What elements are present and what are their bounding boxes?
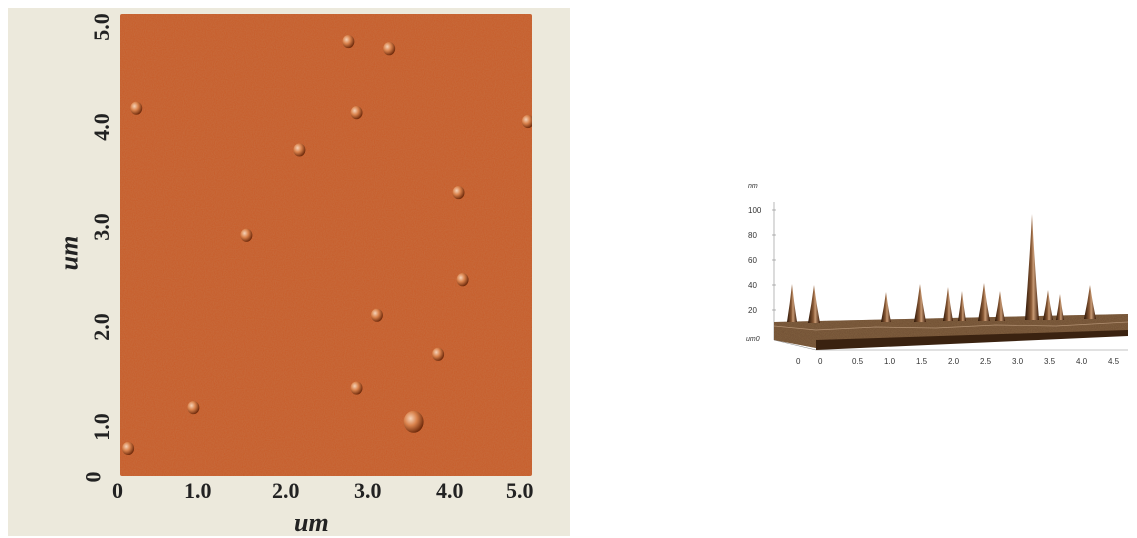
x3d-tick-label: 4.5 [1108,357,1120,366]
particle [404,411,424,433]
z-tick-label: 20 [748,306,757,315]
y-tick-label: 0 [81,472,107,483]
particle [383,42,395,55]
x3d-tick-label: 3.0 [1012,357,1024,366]
particle [351,381,363,394]
z-tick-label: 60 [748,256,757,265]
afm-topography-image [120,14,532,476]
afm-3d-surface-plot: nm 100 80 60 40 20 um0 0 0 0.5 1.0 1.5 2.0 2.5 3.0 3… [726,180,1132,370]
surface-peak [943,287,953,321]
particle [240,229,252,242]
x-tick-label: 0 [112,478,123,504]
z-tick-label: 100 [748,206,762,215]
y-tick-label: 3.0 [89,213,115,241]
y-tick-label: 4.0 [89,113,115,141]
z-unit-label: nm [748,183,758,190]
particle [130,102,142,115]
x-tick-label: 4.0 [436,478,464,504]
surface-peak [881,292,891,322]
y-axis-label: um [54,236,84,271]
surface-peak [978,283,990,321]
x-axis-label: um [294,508,329,538]
surface-peak [1056,294,1064,320]
x-tick-label: 5.0 [506,478,534,504]
surface-peak [995,291,1005,321]
afm-surface [120,14,532,476]
x-tick-label: 1.0 [184,478,212,504]
z-axis-ticks: 100 80 60 40 20 [748,206,776,315]
peaks-layer [787,214,1096,323]
surface-peak [1084,285,1096,319]
depth-axis-label: um0 [746,336,760,343]
x3d-tick-label: 0 [796,357,801,366]
particle [351,106,363,119]
z-tick-label: 40 [748,281,757,290]
y-tick-label: 5.0 [89,13,115,41]
x3d-tick-label: 4.0 [1076,357,1088,366]
x3d-tick-label: 3.5 [1044,357,1056,366]
afm-2d-panel: 5.0 4.0 3.0 2.0 1.0 0 0 1.0 2.0 3.0 4.0 5.0 um um [8,8,570,536]
z-tick-label: 80 [748,231,757,240]
surface-peak [914,284,926,322]
particle [187,401,199,414]
particle [457,273,469,286]
surface-peak [1025,214,1039,320]
x3d-tick-label: 0.5 [852,357,864,366]
x-tick-label: 2.0 [272,478,300,504]
particle [342,35,354,48]
x-tick-label: 3.0 [354,478,382,504]
y-tick-label: 2.0 [89,313,115,341]
surface-peak [1043,290,1053,320]
particle [371,309,383,322]
x3d-tick-label: 2.0 [948,357,960,366]
surface-peak [808,285,820,323]
x3d-tick-label: 0 [818,357,823,366]
x-axis-3d-ticks: 0 0 0.5 1.0 1.5 2.0 2.5 3.0 3.5 4.0 4.5 [796,357,1120,366]
surface-peak [958,291,966,321]
particle [293,143,305,156]
particle [122,442,134,455]
afm-3d-panel: nm 100 80 60 40 20 um0 0 0 0.5 1.0 1.5 2.0 2.5 3.0 3… [726,180,1132,370]
surface-peak [787,284,797,322]
x3d-tick-label: 1.5 [916,357,928,366]
particle [432,348,444,361]
y-tick-label: 1.0 [89,413,115,441]
x3d-tick-label: 2.5 [980,357,992,366]
x3d-tick-label: 1.0 [884,357,896,366]
particle [452,186,464,199]
